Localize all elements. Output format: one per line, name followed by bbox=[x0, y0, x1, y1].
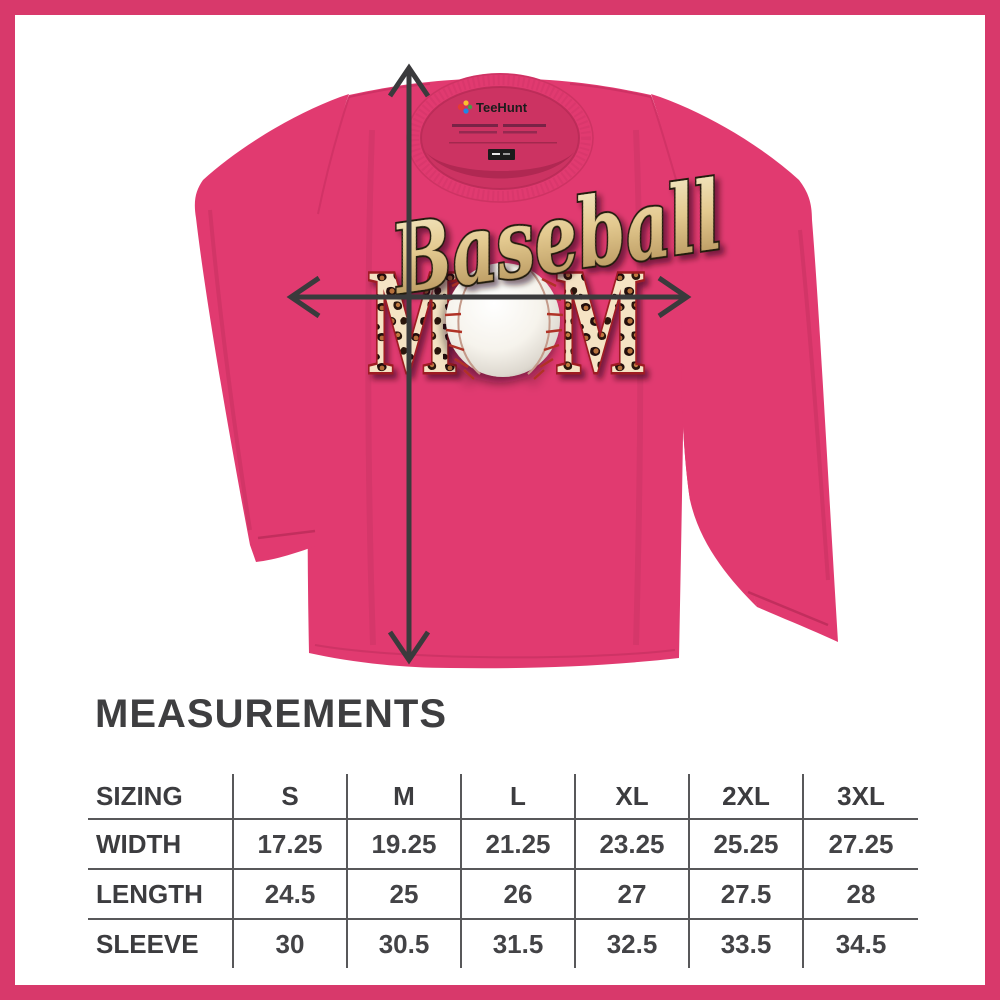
left-armhole-seam bbox=[317, 96, 350, 215]
cell-value: 34.5 bbox=[802, 918, 918, 968]
cell-value: 33.5 bbox=[688, 918, 803, 968]
header-size-2xl: 2XL bbox=[688, 774, 803, 819]
collar: TeeHunt bbox=[348, 73, 652, 203]
body-crease bbox=[365, 129, 376, 646]
right-cuff-seam bbox=[747, 590, 829, 627]
cell-value: 17.25 bbox=[232, 818, 347, 869]
right-sleeve-crease bbox=[798, 229, 830, 581]
cell-value: 32.5 bbox=[574, 918, 689, 968]
collar-ribbing bbox=[409, 75, 591, 201]
size-tag bbox=[488, 149, 515, 160]
cell-value: 26 bbox=[460, 868, 575, 919]
cell-value: 27 bbox=[574, 868, 689, 919]
header-size-s: S bbox=[232, 774, 347, 819]
table-row-width: WIDTH 17.25 19.25 21.25 23.25 25.25 27.2… bbox=[88, 818, 918, 869]
shirt-left-sleeve bbox=[194, 94, 350, 562]
cell-value: 27.25 bbox=[802, 818, 918, 869]
mom-letter-left: M bbox=[368, 239, 458, 405]
cell-value: 28 bbox=[802, 868, 918, 919]
cell-value: 25 bbox=[346, 868, 461, 919]
cell-value: 24.5 bbox=[232, 868, 347, 919]
baseball-ball-icon bbox=[444, 263, 564, 380]
label-fineprint bbox=[449, 124, 557, 144]
left-cuff-seam bbox=[257, 529, 316, 540]
collar-inner-shadow bbox=[424, 150, 576, 179]
cell-value: 25.25 bbox=[688, 818, 803, 869]
body-crease bbox=[633, 129, 644, 646]
right-armhole-seam bbox=[650, 96, 687, 215]
cell-value: 27.5 bbox=[688, 868, 803, 919]
length-arrow-icon bbox=[387, 63, 431, 665]
table-row-sleeve: SLEEVE 30 30.5 31.5 32.5 33.5 34.5 bbox=[88, 918, 918, 968]
mom-letter-right: M bbox=[556, 239, 646, 405]
hem-seam bbox=[314, 644, 676, 659]
width-arrow-icon bbox=[286, 275, 692, 319]
header-size-3xl: 3XL bbox=[802, 774, 918, 819]
size-table: SIZING S M L XL 2XL 3XL WIDTH 17.25 19.2… bbox=[88, 774, 918, 968]
brand-label: TeeHunt bbox=[449, 100, 557, 160]
row-label: SLEEVE bbox=[88, 918, 233, 968]
brand-logo-icon bbox=[457, 100, 473, 114]
header-size-l: L bbox=[460, 774, 575, 819]
header-size-xl: XL bbox=[574, 774, 689, 819]
left-sleeve-crease bbox=[208, 209, 252, 531]
brand-name: TeeHunt bbox=[476, 100, 528, 115]
cell-value: 19.25 bbox=[346, 818, 461, 869]
table-header-row: SIZING S M L XL 2XL 3XL bbox=[88, 774, 918, 819]
measurements-heading: MEASUREMENTS bbox=[95, 692, 448, 736]
cell-value: 21.25 bbox=[460, 818, 575, 869]
shirt-right-sleeve bbox=[650, 94, 838, 642]
cell-value: 30 bbox=[232, 918, 347, 968]
row-label: LENGTH bbox=[88, 868, 233, 919]
table-row-length: LENGTH 24.5 25 26 27 27.5 28 bbox=[88, 868, 918, 919]
cell-value: 30.5 bbox=[346, 918, 461, 968]
shoulder-seams bbox=[348, 83, 652, 98]
header-size-m: M bbox=[346, 774, 461, 819]
collar-band bbox=[407, 73, 593, 203]
header-sizing: SIZING bbox=[96, 780, 183, 811]
cell-value: 23.25 bbox=[574, 818, 689, 869]
row-label: WIDTH bbox=[88, 818, 233, 869]
cell-value: 31.5 bbox=[460, 918, 575, 968]
shirt-graphic: M M Baseball bbox=[194, 63, 838, 669]
